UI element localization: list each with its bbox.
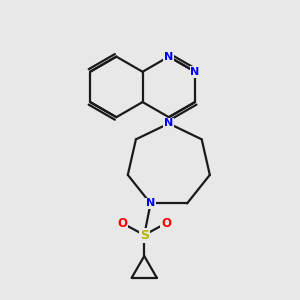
Text: N: N (146, 199, 155, 208)
Text: N: N (164, 52, 173, 61)
Text: N: N (190, 67, 200, 77)
Text: O: O (117, 217, 128, 230)
Text: N: N (164, 118, 173, 128)
Text: S: S (140, 229, 149, 242)
Text: O: O (161, 217, 171, 230)
